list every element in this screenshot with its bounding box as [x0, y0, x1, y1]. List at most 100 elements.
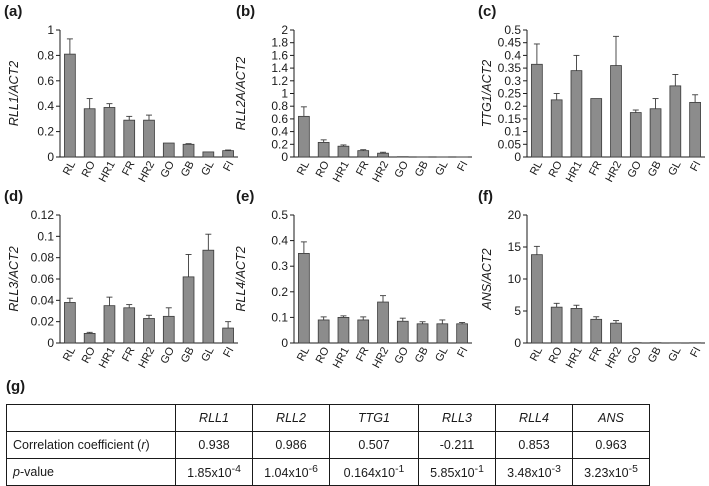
- bar: [338, 146, 349, 157]
- y-tick-label: 0.12: [31, 208, 55, 222]
- bar: [144, 120, 155, 157]
- x-tick-label: HR1: [331, 345, 352, 370]
- table-cell: 0.986: [253, 432, 330, 459]
- bar: [163, 143, 174, 157]
- y-tick-label: 10: [508, 272, 522, 286]
- bar: [670, 86, 681, 157]
- y-tick-label: 0.5: [271, 208, 288, 222]
- y-tick-label: 0.25: [498, 87, 522, 101]
- bar: [378, 153, 389, 157]
- x-tick-label: HR2: [603, 159, 624, 184]
- bar: [437, 324, 448, 343]
- y-tick-label: 1.6: [271, 48, 288, 62]
- x-tick-label: GO: [158, 345, 177, 366]
- y-tick-label: 0.08: [31, 251, 55, 265]
- table-cell: 3.23x10-5: [573, 459, 650, 486]
- table-cell: 0.853: [496, 432, 573, 459]
- bar: [223, 151, 234, 157]
- table-cell: 3.48x10-3: [496, 459, 573, 486]
- x-tick-label: GB: [413, 159, 431, 179]
- x-tick-label: RL: [295, 345, 312, 363]
- x-tick-label: FI: [455, 345, 470, 359]
- x-tick-label: GB: [413, 345, 431, 365]
- table-col-header: RLL2: [253, 405, 330, 432]
- x-tick-label: HR1: [331, 159, 352, 184]
- y-tick-label: 0.1: [271, 310, 288, 324]
- y-tick-label: 0.2: [271, 285, 288, 299]
- table-cell: 1.85x10-4: [176, 459, 253, 486]
- table-col-header: RLL4: [496, 405, 573, 432]
- bar: [551, 100, 562, 157]
- bar: [611, 66, 622, 157]
- bar: [358, 151, 369, 157]
- table-header-row: RLL1 RLL2 TTG1 RLL3 RLL4 ANS: [7, 405, 650, 432]
- bar: [417, 324, 428, 343]
- x-tick-label: GO: [625, 345, 644, 366]
- table-cell: 1.04x10-6: [253, 459, 330, 486]
- x-tick-label: RO: [80, 159, 99, 180]
- x-tick-label: HR1: [564, 159, 585, 184]
- y-tick-label: 0.2: [504, 99, 521, 113]
- table-row-p-value: p-value 1.85x10-4 1.04x10-6 0.164x10-1 5…: [7, 459, 650, 486]
- y-tick-label: 0.04: [31, 293, 55, 307]
- y-tick-label: 0.8: [271, 99, 288, 113]
- table-cell: 5.85x10-1: [419, 459, 496, 486]
- x-tick-label: RL: [528, 345, 545, 363]
- bar: [298, 116, 309, 157]
- bar: [650, 109, 661, 157]
- x-tick-label: GL: [199, 159, 216, 178]
- bar: [591, 99, 602, 157]
- y-tick-label: 5: [514, 304, 521, 318]
- table-cell: 0.963: [573, 432, 650, 459]
- y-tick-label: 0.35: [498, 61, 522, 75]
- bar: [104, 306, 115, 343]
- x-tick-label: GL: [433, 345, 450, 364]
- x-tick-label: GB: [646, 345, 664, 365]
- bar: [318, 320, 329, 343]
- bar: [457, 324, 468, 343]
- y-axis-label: RLL3/ACT2: [7, 246, 21, 311]
- bar: [611, 323, 622, 343]
- y-axis-label: RLL1/ACT2: [7, 61, 21, 126]
- y-tick-label: 0.1: [504, 125, 521, 139]
- correlation-table: RLL1 RLL2 TTG1 RLL3 RLL4 ANS Correlation…: [6, 404, 650, 486]
- y-tick-label: 0.1: [37, 229, 54, 243]
- y-tick-label: 1.2: [271, 74, 288, 88]
- x-tick-label: RL: [61, 159, 78, 177]
- x-tick-label: HR1: [97, 345, 118, 370]
- panel-label: (d): [4, 188, 23, 205]
- x-tick-label: RL: [61, 345, 78, 363]
- x-tick-label: FI: [221, 345, 236, 359]
- table-col-header: RLL1: [176, 405, 253, 432]
- y-tick-label: 1: [281, 87, 288, 101]
- table-col-header: ANS: [573, 405, 650, 432]
- x-tick-label: GB: [179, 345, 197, 365]
- row-label-correlation: Correlation coefficient (r): [7, 432, 176, 459]
- bar: [144, 318, 155, 343]
- x-tick-label: RL: [295, 159, 312, 177]
- bar: [690, 102, 701, 157]
- y-tick-label: 0.2: [271, 137, 288, 151]
- bar: [551, 307, 562, 343]
- y-tick-label: 2: [281, 23, 288, 37]
- x-tick-label: GB: [179, 159, 197, 179]
- bar: [64, 302, 75, 343]
- x-tick-label: GL: [433, 159, 450, 178]
- table-corner-cell: [7, 405, 176, 432]
- x-tick-label: FR: [120, 345, 138, 364]
- bar: [397, 321, 408, 343]
- x-tick-label: GL: [199, 345, 216, 364]
- y-tick-label: 0.8: [37, 48, 54, 62]
- x-tick-label: HR2: [603, 345, 624, 370]
- bar: [203, 152, 214, 157]
- y-tick-label: 0.4: [504, 48, 521, 62]
- bar: [571, 71, 582, 157]
- x-tick-label: FI: [455, 159, 470, 173]
- bar: [571, 308, 582, 343]
- bar: [163, 316, 174, 343]
- row-label-p-value: p-value: [7, 459, 176, 486]
- x-tick-label: RO: [80, 345, 99, 366]
- bar: [338, 317, 349, 343]
- bar: [84, 109, 95, 157]
- y-tick-label: 15: [508, 240, 522, 254]
